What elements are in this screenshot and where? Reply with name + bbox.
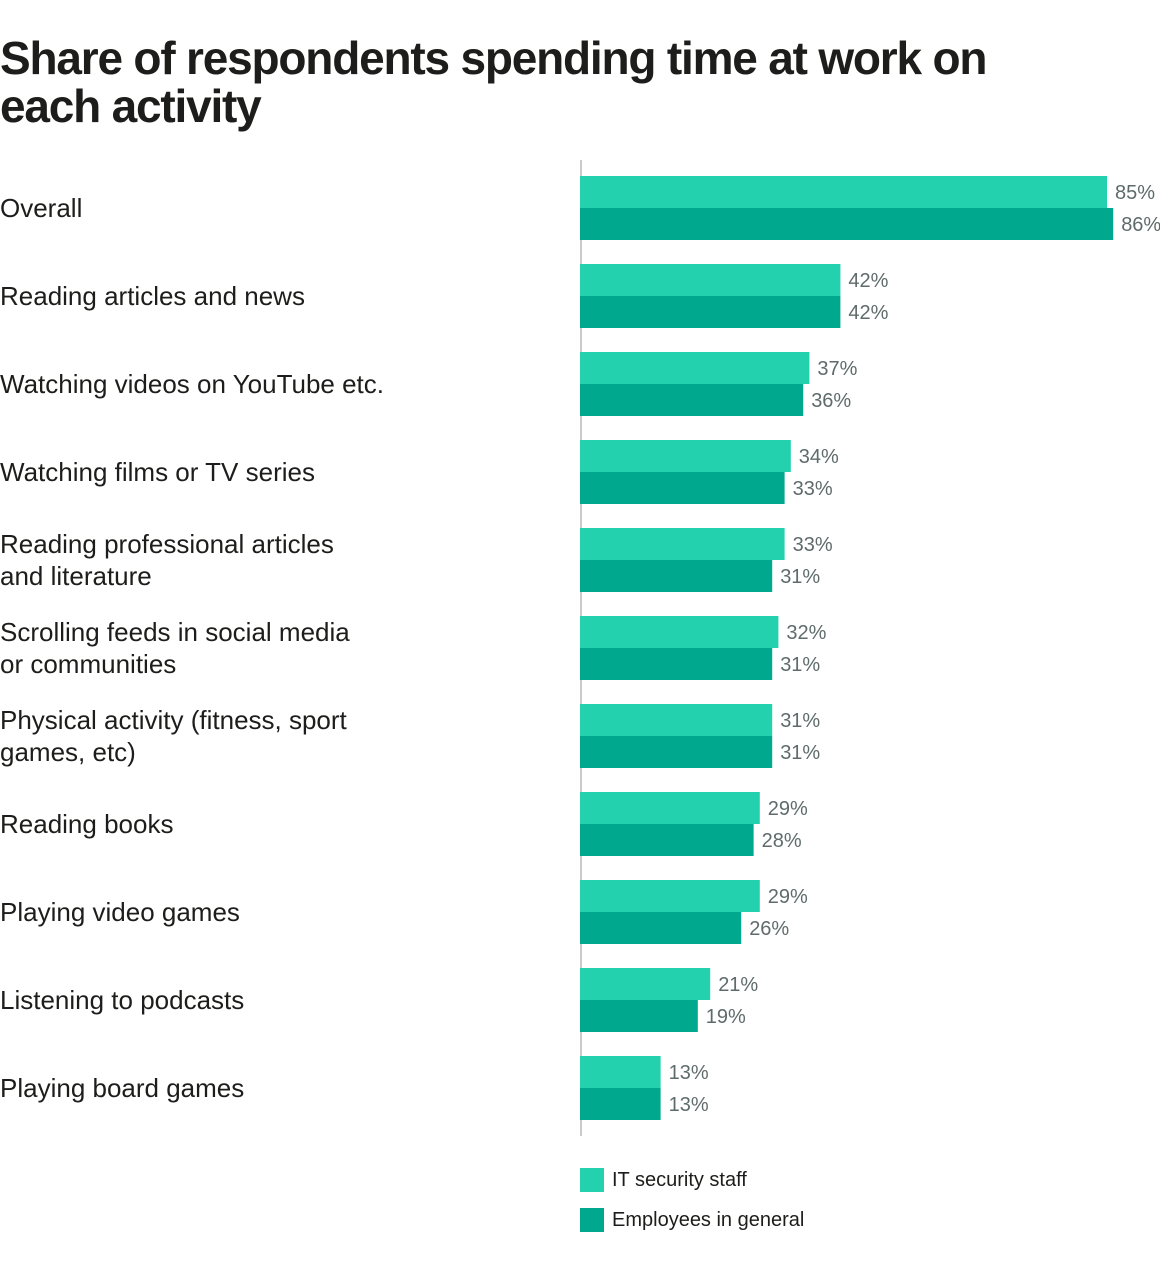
category-label: Listening to podcasts	[0, 985, 244, 1015]
value-label: 13%	[669, 1062, 709, 1084]
value-label: 21%	[718, 974, 758, 996]
value-label: 26%	[749, 918, 789, 940]
bar-it-security	[580, 616, 779, 648]
bar-employees	[580, 296, 841, 328]
bar-employees	[580, 1000, 698, 1032]
bar-employees	[580, 560, 773, 592]
value-label: 33%	[793, 534, 833, 556]
category-label: Playing video games	[0, 897, 240, 927]
value-label: 34%	[799, 446, 839, 468]
value-label: 32%	[786, 622, 826, 644]
legend-swatch	[580, 1208, 604, 1232]
bar-it-security	[580, 704, 773, 736]
category-label: Physical activity (fitness, sport games, …	[0, 705, 348, 767]
category-label: Playing board games	[0, 1073, 244, 1103]
bar-it-security	[580, 968, 711, 1000]
value-label: 29%	[768, 886, 808, 908]
value-label: 85%	[1115, 182, 1155, 204]
legend: IT security staff Employees in general	[580, 1168, 804, 1248]
bar-it-security	[580, 1056, 661, 1088]
bar-it-security	[580, 792, 760, 824]
bar-it-security	[580, 528, 785, 560]
bar-it-security	[580, 352, 810, 384]
legend-label: IT security staff	[612, 1168, 747, 1191]
value-label: 19%	[706, 1006, 746, 1028]
bar-employees	[580, 912, 742, 944]
category-label: Reading articles and news	[0, 281, 305, 311]
category-label: Overall	[0, 193, 82, 223]
value-label: 37%	[817, 358, 857, 380]
category-label: Watching videos on YouTube etc.	[0, 369, 384, 399]
value-label: 28%	[762, 830, 802, 852]
value-label: 36%	[811, 390, 851, 412]
value-label: 86%	[1121, 214, 1160, 236]
category-label: Watching films or TV series	[0, 457, 315, 487]
category-label: Scrolling feeds in social media or commun…	[0, 617, 350, 679]
value-label: 29%	[768, 798, 808, 820]
bar-it-security	[580, 440, 791, 472]
value-label: 33%	[793, 478, 833, 500]
value-label: 31%	[780, 566, 820, 588]
value-label: 31%	[780, 710, 820, 732]
bar-employees	[580, 384, 804, 416]
legend-swatch	[580, 1168, 604, 1192]
category-label: Reading books	[0, 809, 173, 839]
bar-employees	[580, 472, 785, 504]
value-label: 31%	[780, 742, 820, 764]
bar-chart: Overall 85% 86% Reading articles and news 42…	[0, 160, 1160, 1136]
category-label: Reading professional articles and literat…	[0, 529, 334, 591]
bar-employees	[580, 824, 754, 856]
legend-item-it-security: IT security staff	[580, 1168, 804, 1192]
value-label: 13%	[669, 1094, 709, 1116]
bar-it-security	[580, 880, 760, 912]
bar-it-security	[580, 176, 1107, 208]
legend-label: Employees in general	[612, 1208, 805, 1231]
value-label: 31%	[780, 654, 820, 676]
value-label: 42%	[848, 302, 888, 324]
legend-item-employees: Employees in general	[580, 1208, 804, 1232]
chart-title: Share of respondents spending time at wo…	[0, 32, 987, 132]
bar-employees	[580, 736, 773, 768]
bar-employees	[580, 1088, 661, 1120]
bar-it-security	[580, 264, 841, 296]
value-label: 42%	[848, 270, 888, 292]
bar-employees	[580, 648, 773, 680]
bar-employees	[580, 208, 1114, 240]
